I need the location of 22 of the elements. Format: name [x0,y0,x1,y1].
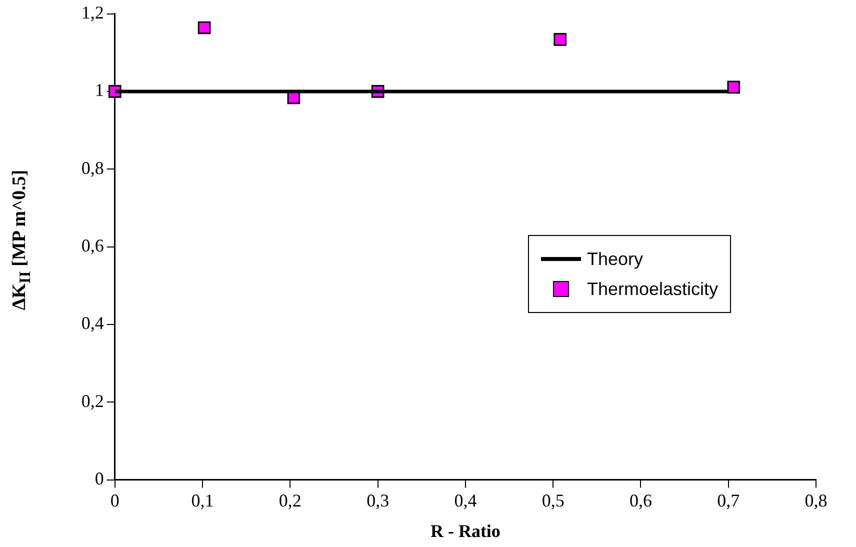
x-tick-label: 0 [110,490,120,510]
x-tick-label: 0,4 [454,490,477,510]
x-axis-title: R - Ratio [430,520,500,541]
x-tick-label: 0,7 [717,490,740,510]
y-tick-label: 0,2 [81,390,104,411]
x-tick-label: 0,6 [629,490,652,510]
point [198,21,211,34]
y-tick-label: 1,2 [81,2,104,23]
y-tick-label: 1 [94,80,104,100]
x-tick-label: 0,2 [278,490,302,510]
y-tick-label: 0 [94,468,104,489]
y-tick-label: 0,6 [81,236,104,256]
x-tick-label: 0,8 [804,490,828,510]
y-tick-label: 0,8 [81,158,104,178]
legend-label: Theory [586,248,643,270]
x-tick-label: 0,1 [191,490,214,510]
y-tick-label: 0,4 [81,313,104,334]
point [727,80,740,94]
legend-label: Thermoelasticity [586,278,718,300]
x-tick-label: 0,5 [542,490,564,510]
point [554,33,567,46]
x-tick-label: 0,3 [366,490,390,510]
